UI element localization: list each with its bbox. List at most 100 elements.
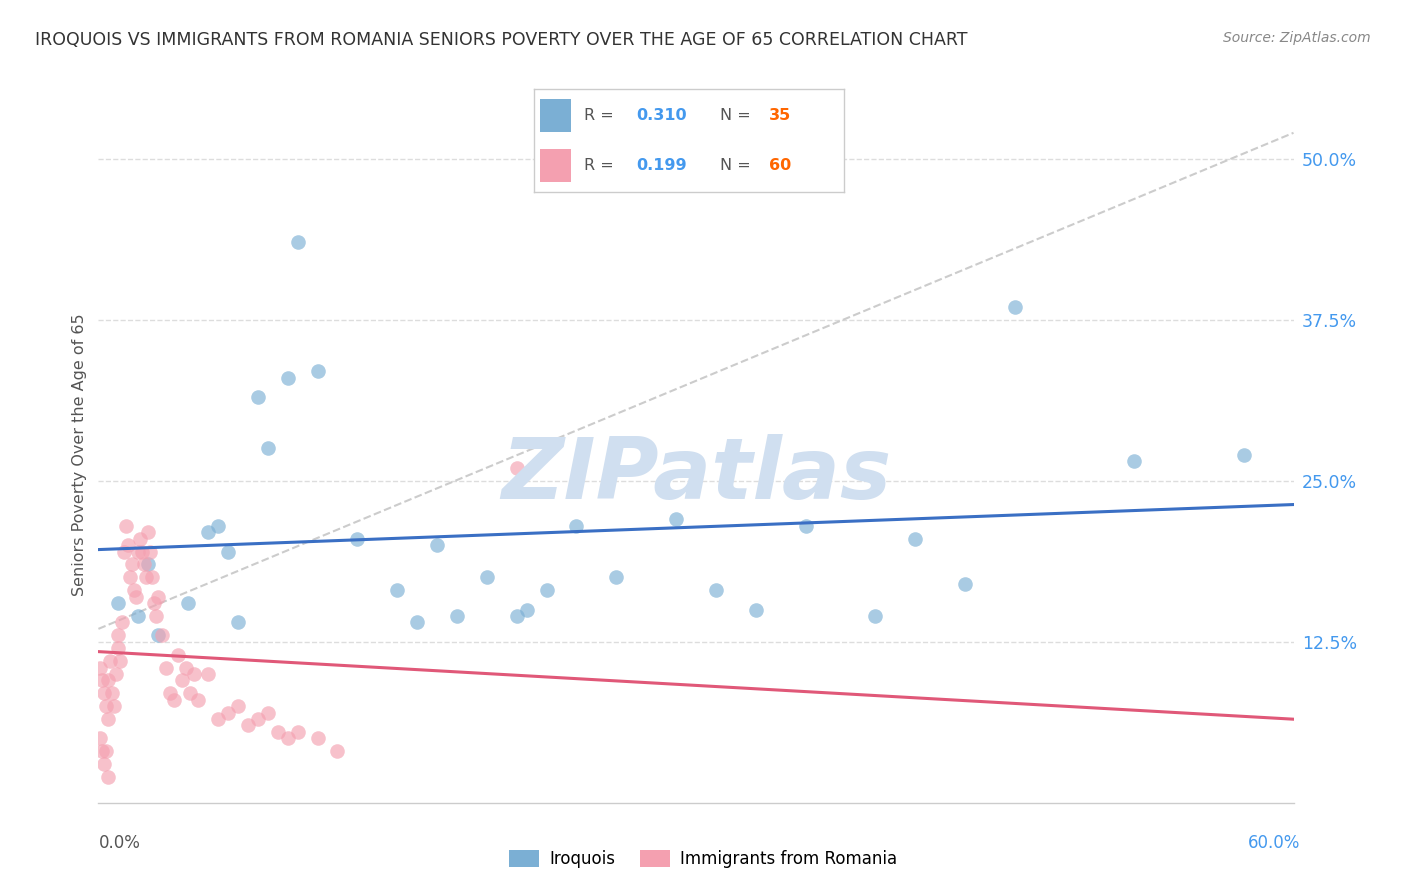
Text: 60: 60: [769, 158, 792, 173]
Point: [177, 596, 200, 610]
FancyBboxPatch shape: [540, 99, 571, 132]
Text: 35: 35: [769, 108, 792, 123]
Point: [129, 532, 152, 546]
Point: [141, 570, 163, 584]
Point: [172, 673, 194, 688]
Point: [117, 538, 139, 552]
Point: [93, 757, 115, 772]
Point: [145, 609, 167, 624]
Point: [745, 602, 768, 616]
Point: [506, 460, 529, 475]
Point: [96, 744, 118, 758]
Point: [121, 558, 143, 572]
Point: [124, 583, 146, 598]
Point: [207, 712, 229, 726]
Text: N =: N =: [720, 158, 756, 173]
Point: [217, 706, 239, 720]
Point: [134, 558, 156, 572]
Point: [148, 628, 170, 642]
Point: [174, 660, 197, 674]
Point: [326, 744, 349, 758]
Point: [307, 731, 329, 746]
Point: [96, 699, 118, 714]
Point: [159, 686, 181, 700]
Point: [207, 518, 229, 533]
Point: [267, 725, 290, 739]
Point: [475, 570, 498, 584]
Point: [704, 583, 727, 598]
Point: [665, 512, 688, 526]
Point: [111, 615, 134, 630]
Point: [217, 544, 239, 558]
Point: [148, 590, 170, 604]
Point: [307, 364, 329, 378]
Point: [143, 596, 166, 610]
Text: N =: N =: [720, 108, 756, 123]
Point: [256, 706, 278, 720]
Point: [107, 628, 129, 642]
Point: [794, 518, 817, 533]
Point: [115, 518, 138, 533]
Point: [91, 744, 114, 758]
Point: [183, 667, 205, 681]
Point: [89, 731, 111, 746]
Text: 0.0%: 0.0%: [98, 834, 141, 852]
Point: [139, 544, 162, 558]
Point: [516, 602, 538, 616]
Y-axis label: Seniors Poverty Over the Age of 65: Seniors Poverty Over the Age of 65: [72, 314, 87, 596]
Point: [125, 590, 148, 604]
Text: Source: ZipAtlas.com: Source: ZipAtlas.com: [1223, 31, 1371, 45]
Point: [112, 544, 135, 558]
Point: [91, 673, 114, 688]
Point: [226, 615, 249, 630]
Legend: Iroquois, Immigrants from Romania: Iroquois, Immigrants from Romania: [502, 843, 904, 875]
Point: [277, 370, 299, 384]
Point: [287, 235, 309, 250]
Point: [163, 692, 186, 706]
Point: [385, 583, 409, 598]
Point: [97, 712, 120, 726]
Point: [1004, 300, 1026, 314]
Point: [1233, 448, 1256, 462]
Point: [136, 558, 159, 572]
Point: [101, 686, 124, 700]
Point: [150, 628, 173, 642]
FancyBboxPatch shape: [540, 149, 571, 181]
Point: [246, 390, 269, 404]
Point: [103, 699, 125, 714]
Point: [426, 538, 449, 552]
Point: [226, 699, 249, 714]
Point: [197, 525, 219, 540]
Point: [565, 518, 588, 533]
Point: [127, 544, 149, 558]
Text: 60.0%: 60.0%: [1249, 834, 1301, 852]
Point: [167, 648, 190, 662]
Point: [136, 525, 159, 540]
Point: [1123, 454, 1146, 468]
Point: [93, 686, 115, 700]
Point: [277, 731, 299, 746]
Point: [287, 725, 309, 739]
Point: [197, 667, 219, 681]
Point: [256, 442, 278, 456]
Point: [605, 570, 627, 584]
Text: 0.199: 0.199: [637, 158, 688, 173]
Point: [236, 718, 259, 732]
Point: [346, 532, 368, 546]
Text: 0.310: 0.310: [637, 108, 688, 123]
Point: [89, 660, 111, 674]
Point: [904, 532, 927, 546]
Point: [127, 609, 149, 624]
Point: [863, 609, 887, 624]
Point: [97, 673, 120, 688]
Text: IROQUOIS VS IMMIGRANTS FROM ROMANIA SENIORS POVERTY OVER THE AGE OF 65 CORRELATI: IROQUOIS VS IMMIGRANTS FROM ROMANIA SENI…: [35, 31, 967, 49]
Text: ZIPatlas: ZIPatlas: [501, 434, 891, 517]
Point: [536, 583, 558, 598]
Point: [131, 544, 153, 558]
Point: [110, 654, 132, 668]
Point: [406, 615, 429, 630]
Point: [506, 609, 529, 624]
Point: [97, 770, 120, 784]
Point: [120, 570, 142, 584]
Point: [446, 609, 468, 624]
